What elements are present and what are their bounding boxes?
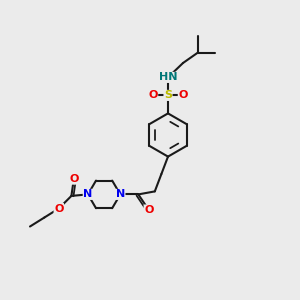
Text: HN: HN [159, 72, 177, 82]
Text: S: S [164, 90, 172, 100]
Text: N: N [83, 189, 92, 200]
Text: O: O [178, 90, 188, 100]
Text: O: O [69, 174, 79, 184]
Text: O: O [144, 205, 154, 215]
Text: O: O [148, 90, 158, 100]
Text: N: N [116, 189, 125, 200]
Text: O: O [54, 203, 64, 214]
